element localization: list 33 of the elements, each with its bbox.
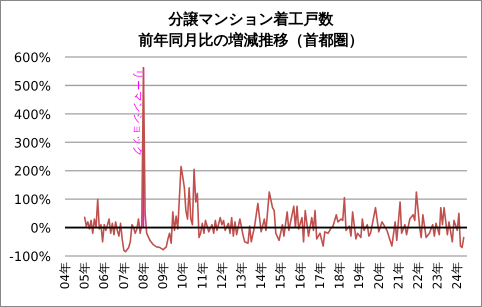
x-tick-label: 08年: [136, 262, 150, 290]
x-tick-label: 10年: [176, 262, 190, 290]
x-tick-label: 16年: [293, 262, 308, 290]
x-tick-label: 19年: [352, 262, 366, 290]
x-tick-label: 04年: [58, 262, 72, 290]
x-tick-label: 18年: [332, 262, 347, 290]
x-tick-label: 07年: [116, 262, 131, 290]
x-tick-label: 20年: [372, 262, 386, 290]
y-tick-label: 500%: [14, 79, 51, 94]
x-tick-label: 17年: [312, 262, 327, 290]
x-tick-label: 22年: [411, 262, 426, 290]
line-series: [84, 68, 465, 253]
y-tick-label: 0%: [30, 222, 51, 237]
x-tick-label: 09年: [156, 262, 170, 290]
x-tick-label: 14年: [254, 262, 268, 290]
y-tick-label: 600%: [14, 51, 51, 66]
x-tick-label: 05年: [78, 262, 92, 290]
chart-title: 分譲マンション着工戸数: [168, 10, 334, 28]
y-tick-label: 100%: [14, 193, 51, 208]
y-tick-label: -100%: [9, 250, 51, 265]
y-tick-label: 200%: [14, 164, 51, 180]
x-tick-label: 23年: [430, 262, 445, 290]
chart-subtitle: 前年同月比の増減推移（首都圏）: [138, 31, 364, 49]
y-tick-label: 300%: [14, 136, 51, 152]
x-tick-label: 06年: [97, 262, 112, 290]
x-tick-label: 11年: [195, 262, 210, 290]
y-tick-label: 400%: [14, 108, 51, 123]
ref-line-label: リーマンショック: [131, 69, 144, 157]
x-tick-label: 12年: [214, 262, 229, 290]
x-tick-label: 13年: [234, 262, 249, 290]
x-tick-label: 21年: [391, 262, 406, 290]
x-tick-label: 15年: [274, 262, 288, 290]
x-tick-label: 24年: [450, 262, 464, 290]
